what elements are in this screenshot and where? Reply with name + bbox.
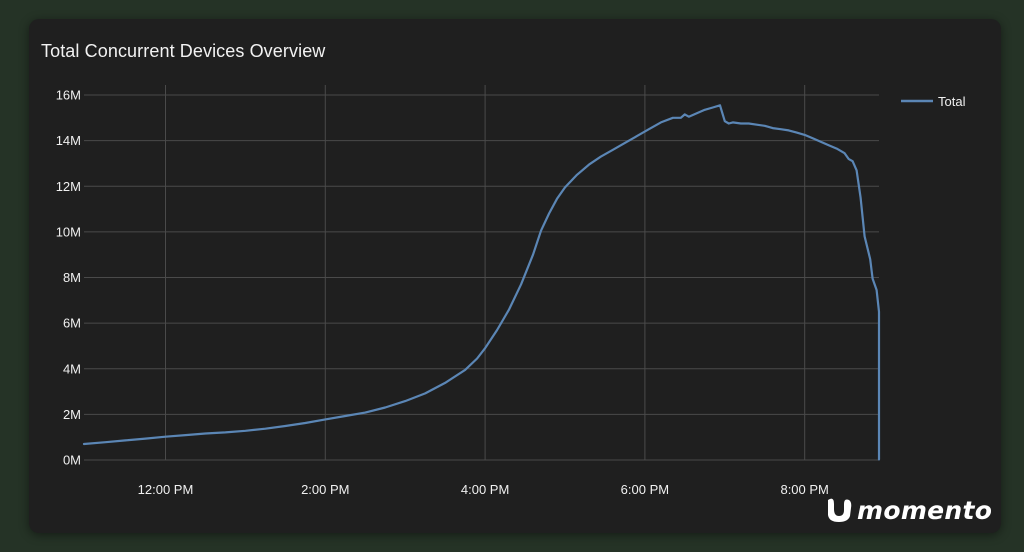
- y-tick-label: 2M: [63, 407, 81, 422]
- y-tick-label: 12M: [56, 179, 81, 194]
- grid: [84, 85, 879, 461]
- x-tick-label: 8:00 PM: [780, 482, 828, 497]
- y-axis: 0M 2M 4M 6M 8M 10M 12M 14M 16M: [56, 88, 81, 468]
- series-line-total: [82, 104, 881, 461]
- x-tick-label: 12:00 PM: [138, 482, 194, 497]
- momento-logo-icon: [828, 498, 852, 522]
- legend[interactable]: Total: [901, 94, 966, 109]
- y-tick-label: 6M: [63, 316, 81, 331]
- brand-name: momento: [857, 495, 993, 525]
- y-tick-label: 0M: [63, 453, 81, 468]
- y-tick-label: 14M: [56, 133, 81, 148]
- plot-area: [82, 104, 881, 461]
- y-tick-label: 8M: [63, 270, 81, 285]
- legend-label-total: Total: [938, 94, 966, 109]
- y-tick-label: 4M: [63, 361, 81, 376]
- chart-title: Total Concurrent Devices Overview: [41, 41, 326, 61]
- line-chart: 0M 2M 4M 6M 8M 10M 12M 14M 16M 12:00 PM 2:00 PM 4:…: [56, 85, 966, 497]
- x-tick-label: 2:00 PM: [301, 482, 349, 497]
- x-axis: 12:00 PM 2:00 PM 4:00 PM 6:00 PM 8:00 PM: [138, 482, 829, 497]
- y-tick-label: 10M: [56, 224, 81, 239]
- y-tick-label: 16M: [56, 88, 81, 103]
- x-tick-label: 6:00 PM: [621, 482, 669, 497]
- x-tick-label: 4:00 PM: [461, 482, 509, 497]
- chart-card: Total Concurrent Devices Overview 0M 2M 4M…: [29, 19, 1001, 533]
- brand-logo: momento: [825, 493, 992, 527]
